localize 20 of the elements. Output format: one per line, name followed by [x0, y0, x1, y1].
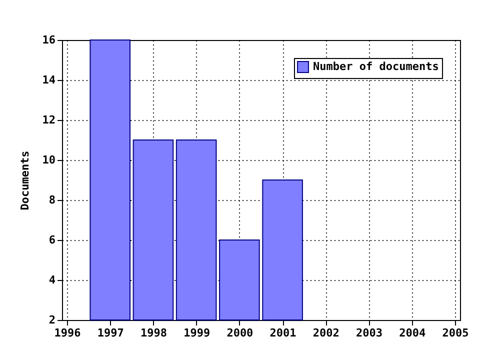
y-tick-label: 10 — [42, 154, 56, 166]
y-axis-title: Documents — [18, 150, 32, 210]
x-tick-label: 2005 — [442, 326, 469, 340]
x-tick-label: 1998 — [140, 326, 167, 340]
x-tick-label: 2003 — [356, 326, 383, 340]
x-tick-label: 2000 — [226, 326, 254, 340]
x-tick-label: 1997 — [97, 326, 124, 340]
x-tick-label: 1996 — [54, 326, 82, 340]
y-tick-label: 16 — [42, 34, 56, 46]
y-tick-label: 8 — [48, 194, 56, 206]
x-tick-label: 2001 — [270, 326, 297, 340]
y-tick-label: 12 — [42, 114, 56, 126]
legend-label: Number of documents — [313, 60, 439, 73]
x-tick-label: 2004 — [399, 326, 426, 340]
y-tick-label: 4 — [48, 274, 56, 286]
x-tick-label: 1999 — [184, 326, 210, 340]
x-tick-label: 2002 — [312, 326, 340, 340]
y-tick-label: 14 — [42, 74, 56, 86]
y-tick-label: 2 — [48, 314, 56, 326]
y-tick-label: 6 — [48, 234, 56, 246]
